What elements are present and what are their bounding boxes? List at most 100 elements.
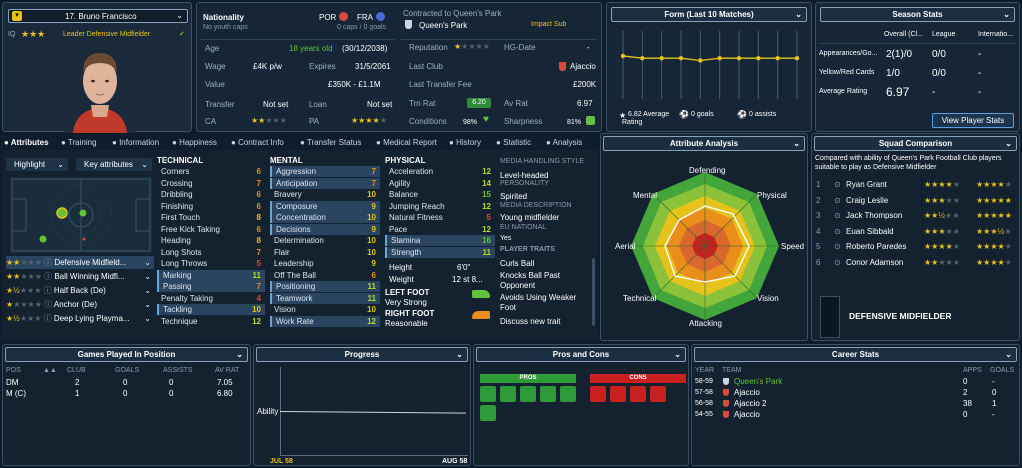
list-item[interactable]: ★★★★★ ⓘ Anchor (De) ⌄ xyxy=(6,300,151,309)
contract-club[interactable]: Queen's Park xyxy=(419,21,468,30)
season-row-label: Average Rating xyxy=(819,88,868,95)
attribute-row[interactable]: Heading 8 xyxy=(157,235,265,246)
pro-icon[interactable] xyxy=(500,386,516,402)
tab-statistic[interactable]: ● Statistic xyxy=(496,138,532,147)
attribute-row[interactable]: Penalty Taking 4 xyxy=(157,293,265,304)
attribute-row[interactable]: Aggression 7 xyxy=(270,166,380,177)
squad-row[interactable]: 4 ⊙ Euan Sibbald ★★★★★ ★★★½★ xyxy=(816,226,1012,236)
attribute-row[interactable]: Strength 11 xyxy=(385,246,495,258)
player-role: Leader Defensive Midfielder xyxy=(63,31,151,38)
squad-comparison-header[interactable]: Squad Comparison ⌄ xyxy=(814,136,1017,151)
pro-icon[interactable] xyxy=(480,386,496,402)
attribute-name: First Touch xyxy=(161,213,200,222)
list-item[interactable]: ★½★★★ ⓘ Deep Lying Playma... ⌄ xyxy=(6,314,151,323)
attribute-name: Tackling xyxy=(163,305,192,314)
attribute-row[interactable]: Stamina 16 xyxy=(385,235,495,246)
tab-analysis[interactable]: ● Analysis xyxy=(546,138,583,147)
con-icon[interactable] xyxy=(650,386,666,402)
squad-row[interactable]: 6 ⊙ Conor Adamson ★★★★★ ★★★★★ xyxy=(816,257,1012,267)
attribute-row[interactable]: Free Kick Taking 6 xyxy=(157,224,265,235)
attribute-row[interactable]: Pace 12 xyxy=(385,224,495,235)
attribute-row[interactable]: Tackling 10 xyxy=(157,304,265,315)
view-player-stats-button[interactable]: View Player Stats xyxy=(932,113,1014,128)
attribute-row[interactable]: Corners 6 xyxy=(157,166,265,177)
attribute-row[interactable]: Marking 11 xyxy=(157,269,265,281)
attribute-value: 12 xyxy=(482,224,491,234)
attribute-row[interactable]: Bravery 10 xyxy=(270,189,380,200)
career-col-year: YEAR xyxy=(695,367,715,374)
pro-icon[interactable] xyxy=(520,386,536,402)
career-header[interactable]: Career Stats ⌄ xyxy=(694,347,1017,362)
attribute-row[interactable]: Anticipation 7 xyxy=(270,177,380,189)
squad-row[interactable]: 2 ⊙ Craig Leslie ★★★★★ ★★★★★ xyxy=(816,195,1012,205)
squad-status: Impact Sub xyxy=(531,21,567,28)
list-item[interactable]: ★★★★★ ⓘ Ball Winning Midfi... ⌄ xyxy=(6,272,151,281)
attribute-name: Finishing xyxy=(161,201,194,211)
last-club-value[interactable]: Ajaccio xyxy=(570,62,596,71)
pros-cons-header[interactable]: Pros and Cons ⌄ xyxy=(476,347,686,362)
attribute-row[interactable]: Dribbling 6 xyxy=(157,189,265,200)
season-header[interactable]: Season Stats ⌄ xyxy=(820,7,1015,22)
attribute-row[interactable]: Crossing 7 xyxy=(157,178,265,189)
attribute-row[interactable]: Balance 15 xyxy=(385,189,495,200)
career-row[interactable]: 56-58 Ajaccio 2 38 1 xyxy=(695,399,997,408)
tab-contract-info[interactable]: ● Contract Info xyxy=(231,138,284,147)
attribute-row[interactable]: Acceleration 12 xyxy=(385,166,495,177)
con-icon[interactable] xyxy=(610,386,626,402)
progress-header[interactable]: Progress ⌄ xyxy=(256,347,468,362)
attribute-row[interactable]: Leadership 9 xyxy=(270,258,380,269)
pro-icon[interactable] xyxy=(560,386,576,402)
attribute-row[interactable]: Natural Fitness 5 xyxy=(385,212,495,223)
squad-row[interactable]: 3 ⊙ Jack Thompson ★★½★★ ★★★★★ xyxy=(816,211,1012,220)
attribute-row[interactable]: Determination 10 xyxy=(270,235,380,246)
attribute-row[interactable]: Composure 9 xyxy=(270,200,380,212)
attribute-row[interactable]: Jumping Reach 12 xyxy=(385,201,495,212)
tab-training[interactable]: ● Training xyxy=(61,138,97,147)
attribute-row[interactable]: Agility 14 xyxy=(385,178,495,189)
attribute-value: 10 xyxy=(252,305,261,314)
attribute-row[interactable]: Finishing 6 xyxy=(157,201,265,212)
attribute-row[interactable]: Teamwork 11 xyxy=(270,292,380,304)
attribute-row[interactable]: First Touch 8 xyxy=(157,212,265,223)
attribute-row[interactable]: Decisions 9 xyxy=(270,223,380,235)
attribute-name: Bravery xyxy=(274,190,302,199)
career-row[interactable]: 54-55 Ajaccio 0- xyxy=(695,410,995,419)
attribute-row[interactable]: Long Shots 7 xyxy=(157,247,265,258)
attribute-row[interactable]: Work Rate 12 xyxy=(270,315,380,327)
tab-happiness[interactable]: ● Happiness xyxy=(172,138,217,147)
con-icon[interactable] xyxy=(630,386,646,402)
attribute-row[interactable]: Flair 10 xyxy=(270,247,380,258)
attribute-analysis-header[interactable]: Attribute Analysis ⌄ xyxy=(603,136,805,151)
expires-label: Expires xyxy=(309,62,336,71)
player-name-select[interactable]: ▾ 17. Bruno Francisco ⌄ xyxy=(8,9,188,23)
career-row[interactable]: 58-59 Queen's Park 0- xyxy=(695,377,995,386)
squad-row[interactable]: 5 ⊙ Roberto Paredes ★★★★★ ★★★★★ xyxy=(816,242,1012,251)
tab-attributes[interactable]: ● Attributes xyxy=(4,138,49,147)
attribute-row[interactable]: Concentration 10 xyxy=(270,212,380,223)
games-header[interactable]: Games Played In Position ⌄ xyxy=(5,347,248,362)
tab-medical-report[interactable]: ● Medical Report xyxy=(376,138,437,147)
attribute-row[interactable]: Long Throws 5 xyxy=(157,258,265,269)
attribute-row[interactable]: Passing 7 xyxy=(157,281,265,292)
attribute-row[interactable]: Vision 10 xyxy=(270,304,380,315)
pro-icon[interactable] xyxy=(480,405,496,421)
career-col-goals: GOALS xyxy=(990,367,1015,374)
tab-information[interactable]: ● Information xyxy=(112,138,160,147)
form-header[interactable]: Form (Last 10 Matches) ⌄ xyxy=(611,7,807,22)
career-row[interactable]: 57-58 Ajaccio 2 0 xyxy=(695,388,997,397)
attribute-row[interactable]: Technique 12 xyxy=(157,316,265,327)
con-icon[interactable] xyxy=(590,386,606,402)
highlight-dropdown[interactable]: Highlight ⌄ xyxy=(6,158,68,171)
list-item[interactable]: ★½★★★ ⓘ Half Back (De) ⌄ xyxy=(6,286,151,295)
tab-history[interactable]: ● History xyxy=(449,138,481,147)
list-item[interactable]: ★★★★★ ⓘ Defensive Midfield... ⌄ xyxy=(6,256,154,269)
attribute-row[interactable]: Positioning 11 xyxy=(270,281,380,292)
squad-row[interactable]: 1 ⊙ Ryan Grant ★★★★★ ★★★★★ xyxy=(816,180,1012,189)
discuss-trait-button[interactable]: Discuss new trait xyxy=(500,317,561,326)
pro-icon[interactable] xyxy=(540,386,556,402)
attribute-row[interactable]: Off The Ball 6 xyxy=(270,270,380,281)
tab-transfer-status[interactable]: ● Transfer Status xyxy=(300,138,362,147)
traits-scrollbar[interactable] xyxy=(592,258,595,326)
key-attributes-dropdown[interactable]: Key attributes ⌄ xyxy=(76,158,152,171)
hg-value: - xyxy=(587,43,590,52)
